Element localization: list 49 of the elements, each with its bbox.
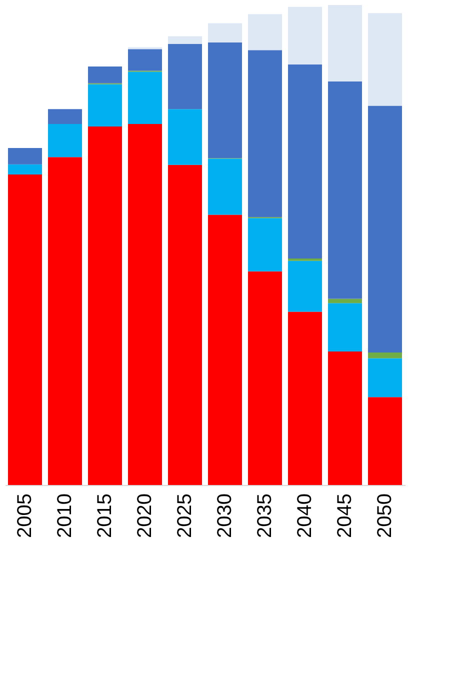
x-tick-label: 2030: [214, 494, 236, 538]
x-tick-label: 2010: [54, 494, 76, 538]
bar: [128, 124, 162, 485]
bar: [288, 6, 322, 65]
bar: [208, 158, 242, 215]
x-tick-label: 2050: [374, 494, 396, 538]
x-tick-label: 2040: [294, 494, 316, 538]
bar: [88, 126, 122, 485]
x-tick-label: 2045: [334, 494, 356, 538]
bar: [288, 258, 322, 261]
bar: [288, 64, 322, 258]
bar: [248, 271, 282, 485]
bar: [8, 174, 42, 485]
bar: [168, 44, 202, 110]
bar: [128, 72, 162, 124]
x-tick-label: 2035: [254, 494, 276, 538]
x-tick-label: 2020: [134, 494, 156, 538]
bar: [248, 218, 282, 272]
bar: [368, 106, 402, 353]
bar: [248, 14, 282, 50]
bar: [48, 109, 82, 124]
bar: [328, 81, 362, 299]
bar: [8, 148, 42, 164]
bar: [208, 23, 242, 42]
x-tick-label: 2005: [14, 494, 36, 538]
bar: [328, 352, 362, 485]
bar: [168, 109, 202, 165]
bar: [88, 84, 122, 126]
bar: [88, 66, 122, 84]
bar: [208, 42, 242, 158]
bar: [368, 397, 402, 485]
bar: [288, 260, 322, 312]
bar: [128, 49, 162, 71]
bar: [368, 352, 402, 358]
x-tick-label: 2015: [94, 494, 116, 538]
bar: [288, 312, 322, 485]
bar: [48, 124, 82, 158]
bar: [368, 358, 402, 398]
x-tick-label: 2025: [174, 494, 196, 538]
bar: [8, 164, 42, 174]
bar: [168, 36, 202, 44]
bar: [248, 50, 282, 218]
bar: [48, 157, 82, 485]
bar: [168, 164, 202, 485]
bar: [328, 298, 362, 304]
bar: [208, 214, 242, 485]
bar: [328, 303, 362, 352]
bar: [368, 13, 402, 106]
bar: [328, 5, 362, 82]
